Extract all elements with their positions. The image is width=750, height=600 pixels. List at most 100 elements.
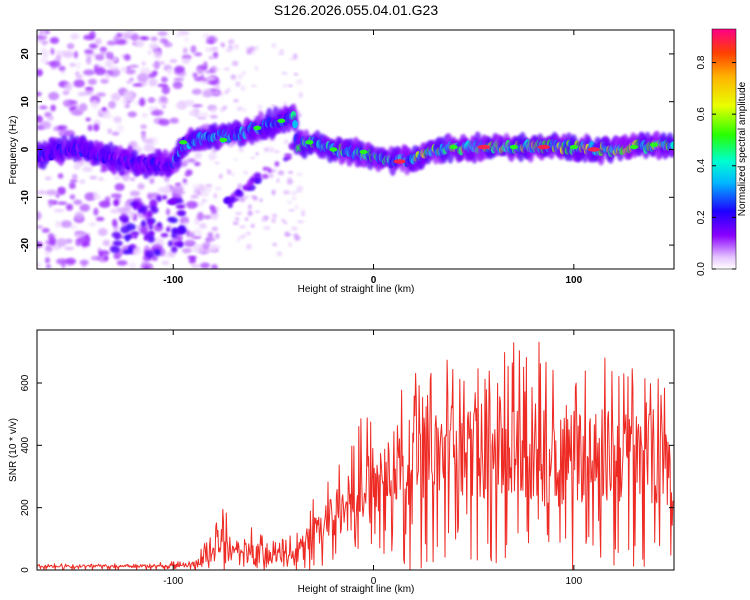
- noise-blob: [113, 199, 120, 207]
- noise-blob: [93, 191, 99, 199]
- noise-blob: [243, 170, 249, 175]
- noise-blob: [178, 225, 186, 230]
- noise-blob: [184, 239, 196, 248]
- noise-blob: [62, 90, 70, 96]
- noise-blob: [282, 83, 288, 88]
- noise-blob: [103, 255, 109, 261]
- noise-blob: [207, 80, 219, 85]
- noise-blob: [186, 200, 198, 209]
- noise-blob: [166, 199, 176, 205]
- noise-blob: [255, 152, 259, 156]
- noise-blob: [288, 209, 295, 212]
- noise-blob: [73, 50, 79, 59]
- noise-blob: [123, 54, 131, 61]
- noise-blob: [276, 251, 283, 257]
- noise-blob: [244, 217, 249, 221]
- noise-blob: [288, 84, 293, 87]
- noise-blob: [40, 48, 47, 52]
- noise-blob: [230, 196, 235, 201]
- noise-blob: [111, 231, 122, 239]
- x-tick-label: 100: [565, 275, 582, 286]
- noise-blob: [70, 110, 83, 116]
- noise-blob: [150, 36, 158, 42]
- noise-blob: [301, 209, 306, 215]
- noise-blob: [209, 114, 218, 119]
- noise-blob: [175, 198, 184, 204]
- noise-blob: [203, 214, 212, 220]
- noise-blob: [239, 196, 246, 203]
- ridge-peak: [629, 144, 638, 150]
- noise-blob: [123, 90, 134, 100]
- noise-blob: [296, 79, 303, 85]
- noise-blob: [57, 201, 68, 205]
- noise-blob: [167, 216, 175, 223]
- noise-blob: [192, 235, 202, 239]
- noise-blob: [107, 128, 113, 135]
- noise-blob: [223, 67, 230, 71]
- noise-blob: [283, 139, 289, 145]
- noise-blob: [226, 88, 231, 92]
- noise-blob: [71, 173, 78, 180]
- noise-blob: [41, 227, 50, 233]
- noise-blob: [37, 262, 41, 268]
- noise-blob: [171, 185, 184, 193]
- noise-blob: [121, 32, 133, 37]
- noise-blob: [137, 183, 145, 190]
- x-tick-label: 100: [565, 576, 582, 587]
- noise-blob: [122, 173, 131, 182]
- noise-blob: [129, 262, 137, 269]
- noise-blob: [204, 249, 210, 253]
- noise-blob: [173, 77, 185, 82]
- noise-blob: [185, 230, 191, 238]
- noise-blob: [235, 211, 243, 215]
- colorbar: 0.0 0.2 0.4 0.6 0.8 Normalized spectral ampl…: [696, 28, 748, 276]
- noise-blob: [216, 68, 221, 71]
- noise-blob: [37, 115, 44, 124]
- noise-blob: [247, 210, 253, 217]
- noise-blob: [233, 43, 240, 50]
- noise-blob: [271, 104, 275, 107]
- noise-blob: [124, 201, 133, 211]
- noise-blob: [271, 218, 276, 224]
- noise-blob: [110, 92, 121, 102]
- noise-blob: [205, 70, 212, 74]
- noise-blob: [175, 204, 186, 209]
- noise-blob: [77, 160, 90, 167]
- noise-blob: [76, 61, 81, 70]
- noise-blob: [161, 104, 167, 109]
- noise-blob: [140, 226, 148, 235]
- noise-blob: [152, 61, 161, 69]
- noise-blob: [149, 42, 159, 51]
- ridge-peak: [253, 125, 262, 131]
- y-tick-label: -10: [20, 190, 31, 205]
- noise-blob: [239, 225, 246, 229]
- noise-blob: [44, 176, 52, 181]
- noise-blob: [105, 51, 111, 60]
- noise-blob: [147, 235, 155, 243]
- noise-blob: [283, 221, 288, 225]
- noise-blob: [81, 241, 91, 247]
- noise-blob: [140, 124, 147, 130]
- ridge-peak: [569, 144, 578, 150]
- noise-blob: [271, 189, 276, 196]
- noise-blob: [49, 37, 60, 44]
- noise-blob: [284, 153, 292, 158]
- noise-blob: [166, 226, 171, 233]
- noise-blob: [93, 64, 99, 72]
- noise-blob: [169, 117, 179, 124]
- noise-blob: [281, 219, 285, 222]
- ridge-peak: [537, 144, 550, 150]
- noise-blob: [126, 80, 132, 84]
- ridge-core: [670, 141, 674, 150]
- noise-blob: [247, 187, 255, 191]
- noise-blob: [41, 40, 49, 45]
- noise-blob: [271, 43, 277, 48]
- noise-blob: [182, 248, 192, 254]
- noise-blob: [56, 238, 68, 247]
- noise-blob: [180, 181, 189, 187]
- noise-blob: [69, 179, 78, 183]
- noise-blob: [143, 266, 150, 269]
- noise-blob: [198, 112, 209, 119]
- x-tick-label: -100: [163, 576, 183, 587]
- colorbar-ticks: 0.0 0.2 0.4 0.6 0.8: [696, 55, 736, 276]
